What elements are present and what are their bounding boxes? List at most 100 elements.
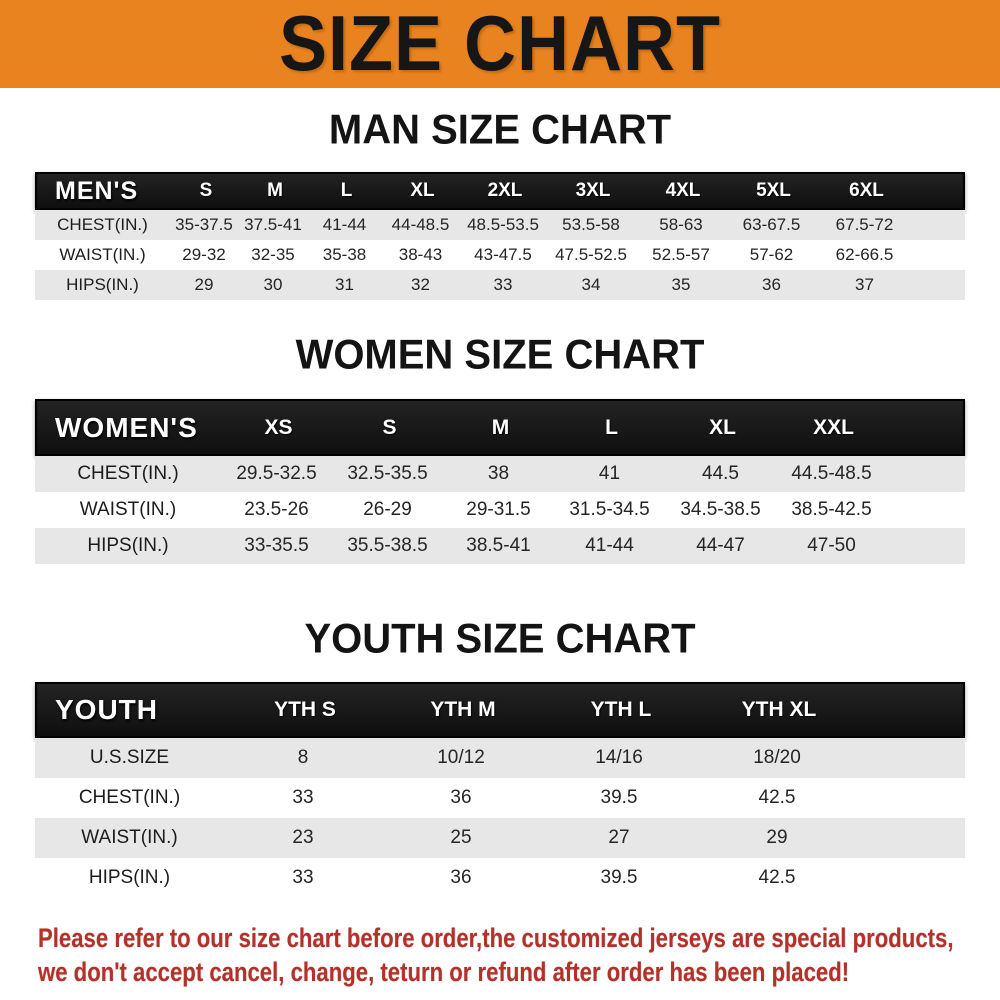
table-cell: 38-43 <box>398 245 443 264</box>
row-label: CHEST(IN.) <box>57 215 148 234</box>
column-header: 3XL <box>575 180 611 201</box>
disclaimer-line-1: Please refer to our size chart before or… <box>38 923 954 953</box>
women-size-table: WOMEN'S XS S M L XL XXL CHEST(IN.) 29.5-32.5 32.… <box>35 399 965 564</box>
table-cell: 29-32 <box>182 245 226 264</box>
men-table-header-row: MEN'S S M L XL 2XL 3XL 4XL 5XL 6XL <box>35 172 965 210</box>
table-cell: 36 <box>450 867 472 888</box>
youth-size-table: YOUTH YTH S YTH M YTH L YTH XL U.S.SIZE 8 10/1… <box>35 682 965 898</box>
table-cell: 29 <box>766 827 788 848</box>
table-cell: 47.5-52.5 <box>555 245 627 264</box>
disclaimer-line-2: we don't accept cancel, change, teturn o… <box>38 957 850 987</box>
table-row: WAIST(IN.) 29-32 32-35 35-38 38-43 43-47.5 47.… <box>35 240 965 270</box>
table-cell: 29.5-32.5 <box>236 463 317 484</box>
table-cell: 39.5 <box>600 867 638 888</box>
table-cell: 23 <box>292 827 314 848</box>
column-header: L <box>340 180 353 201</box>
women-group-label: WOMEN'S <box>55 411 198 443</box>
table-cell: 37 <box>855 275 874 294</box>
column-header: XS <box>264 415 293 439</box>
banner: SIZE CHART <box>0 0 1000 88</box>
row-label: CHEST(IN.) <box>78 787 181 808</box>
column-header: XXL <box>813 415 854 439</box>
men-group-label: MEN'S <box>55 176 139 205</box>
table-cell: 25 <box>450 827 472 848</box>
table-cell: 43-47.5 <box>474 245 532 264</box>
youth-table-body: U.S.SIZE 8 10/12 14/16 18/20 CHEST(IN.) 33 36 39… <box>35 738 965 898</box>
column-header: 6XL <box>849 180 884 201</box>
table-cell: 31.5-34.5 <box>569 499 650 520</box>
table-cell: 34.5-38.5 <box>680 499 761 520</box>
row-label: WAIST(IN.) <box>59 245 146 264</box>
table-cell: 38.5-41 <box>466 535 531 556</box>
table-cell: 47-50 <box>807 535 856 556</box>
column-header: 4XL <box>665 180 701 201</box>
row-label: HIPS(IN.) <box>66 275 139 294</box>
table-cell: 41 <box>598 463 621 484</box>
row-label: U.S.SIZE <box>89 747 170 768</box>
table-cell: 58-63 <box>659 215 703 234</box>
table-cell: 38 <box>487 463 510 484</box>
row-label: WAIST(IN.) <box>81 827 178 848</box>
table-cell: 37.5-41 <box>244 215 302 234</box>
table-cell: 62-66.5 <box>835 245 894 264</box>
row-label: HIPS(IN.) <box>88 867 171 888</box>
column-header: 5XL <box>756 180 791 201</box>
table-cell: 35.5-38.5 <box>347 535 428 556</box>
table-row: HIPS(IN.) 33 36 39.5 42.5 <box>35 858 965 898</box>
table-cell: 32 <box>411 275 430 294</box>
men-table-body: CHEST(IN.) 35-37.5 37.5-41 41-44 44-48.5 48.5… <box>35 210 965 300</box>
table-cell: 33 <box>292 787 314 808</box>
table-cell: 18/20 <box>753 747 801 768</box>
table-cell: 41-44 <box>585 535 634 556</box>
women-table-header-row: WOMEN'S XS S M L XL XXL <box>35 399 965 456</box>
table-cell: 44.5 <box>702 463 739 484</box>
table-row: CHEST(IN.) 35-37.5 37.5-41 41-44 44-48.5 48.5… <box>35 210 965 240</box>
table-row: HIPS(IN.) 33-35.5 35.5-38.5 38.5-41 41-44 44-… <box>35 528 965 564</box>
table-cell: 8 <box>297 747 309 768</box>
table-row: CHEST(IN.) 29.5-32.5 32.5-35.5 38 41 44.5 44.5… <box>35 456 965 492</box>
column-header: L <box>605 415 618 439</box>
table-cell: 23.5-26 <box>244 499 309 520</box>
table-cell: 27 <box>608 827 630 848</box>
table-cell: 42.5 <box>758 787 796 808</box>
table-row: CHEST(IN.) 33 36 39.5 42.5 <box>35 778 965 818</box>
table-cell: 33 <box>493 275 513 294</box>
table-cell: 33-35.5 <box>244 535 309 556</box>
banner-title: SIZE CHART <box>279 0 721 88</box>
column-header: S <box>382 415 397 439</box>
table-row: HIPS(IN.) 29 30 31 32 33 34 35 36 37 <box>35 270 965 300</box>
column-header: XL <box>709 415 736 439</box>
table-cell: 31 <box>335 275 354 294</box>
table-cell: 52.5-57 <box>652 245 710 264</box>
women-section-heading: WOMEN SIZE CHART <box>295 331 705 379</box>
women-table-body: CHEST(IN.) 29.5-32.5 32.5-35.5 38 41 44.5 44.5… <box>35 456 965 564</box>
column-header: S <box>199 180 213 201</box>
youth-table-header-row: YOUTH YTH S YTH M YTH L YTH XL <box>35 682 965 738</box>
table-cell: 35 <box>671 275 691 294</box>
column-header: 2XL <box>487 180 523 201</box>
row-label: WAIST(IN.) <box>79 499 177 520</box>
table-cell: 10/12 <box>437 747 485 768</box>
column-header: YTH M <box>430 698 496 721</box>
table-cell: 41-44 <box>322 215 367 234</box>
column-header: YTH S <box>274 698 336 721</box>
column-header: M <box>491 415 510 439</box>
table-cell: 36 <box>762 275 781 294</box>
table-cell: 35-38 <box>322 245 367 264</box>
table-cell: 34 <box>581 275 601 294</box>
men-section-heading: MAN SIZE CHART <box>328 106 672 154</box>
table-cell: 14/16 <box>595 747 643 768</box>
table-cell: 39.5 <box>600 787 638 808</box>
column-header: XL <box>410 180 435 201</box>
row-label: HIPS(IN.) <box>87 535 169 556</box>
table-cell: 29-31.5 <box>466 499 531 520</box>
table-row: U.S.SIZE 8 10/12 14/16 18/20 <box>35 738 965 778</box>
table-cell: 38.5-42.5 <box>791 499 872 520</box>
table-cell: 44-47 <box>696 535 745 556</box>
table-cell: 32.5-35.5 <box>347 463 428 484</box>
order-disclaimer: Please refer to our size chart before or… <box>38 921 1000 989</box>
column-header: YTH XL <box>741 698 817 721</box>
table-cell: 29 <box>194 275 214 294</box>
youth-section-heading: YOUTH SIZE CHART <box>304 615 696 663</box>
